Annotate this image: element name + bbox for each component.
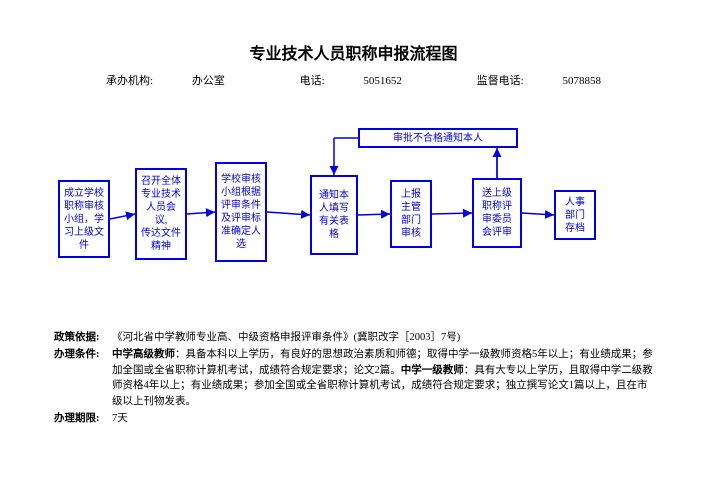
flow-node-n3: 学校审核小组根据评审条件及评审标准确定人选 <box>215 162 267 262</box>
org-label: 承办机构: <box>106 75 153 87</box>
page-title: 专业技术人员职称申报流程图 <box>0 0 707 64</box>
org-value: 办公室 <box>192 75 225 87</box>
flow-node-n4: 通知本人填写有关表格 <box>310 175 358 255</box>
phone-label: 电话: <box>300 75 325 87</box>
footer: 政策依据: 《河北省中学教师专业高、中级资格申报评审条件》(冀职改字［2003］… <box>54 330 653 428</box>
flow-node-n1: 成立学校职称审核小组，学习上级文件 <box>58 180 110 258</box>
sub-header: 承办机构: 办公室 电话: 5051652 监督电话: 5078858 <box>0 72 707 88</box>
cond-bold2: 中学一级教师 <box>401 365 464 376</box>
cond-bold1: 中学高级教师 <box>112 349 175 360</box>
flow-node-fb: 审批不合格通知本人 <box>358 128 518 148</box>
phone-block: 电话: 5051652 <box>282 75 423 87</box>
policy-value: 《河北省中学教师专业高、中级资格申报评审条件》(冀职改字［2003］7号) <box>112 330 653 346</box>
flow-node-n7: 人事部门存档 <box>554 190 596 240</box>
cond-label: 办理条件: <box>54 347 112 410</box>
sup-block: 监督电话: 5078858 <box>459 75 619 87</box>
flow-node-n2: 召开全体专业技术人员会议,传达文件精神 <box>135 168 187 260</box>
org-block: 承办机构: 办公室 <box>88 75 246 87</box>
sup-label: 监督电话: <box>477 75 524 87</box>
flow-node-n5: 上报主管部门审核 <box>390 180 432 248</box>
policy-label: 政策依据: <box>54 330 112 346</box>
deadline-label: 办理期限: <box>54 411 112 427</box>
cond-value: 中学高级教师：具备本科以上学历，有良好的思想政治素质和师德；取得中学一级教师资格… <box>112 347 653 410</box>
phone-value: 5051652 <box>363 75 402 87</box>
deadline-value: 7天 <box>112 411 653 427</box>
flow-node-n6: 送上级职称评审委员会评审 <box>472 178 522 248</box>
sup-value: 5078858 <box>562 75 601 87</box>
